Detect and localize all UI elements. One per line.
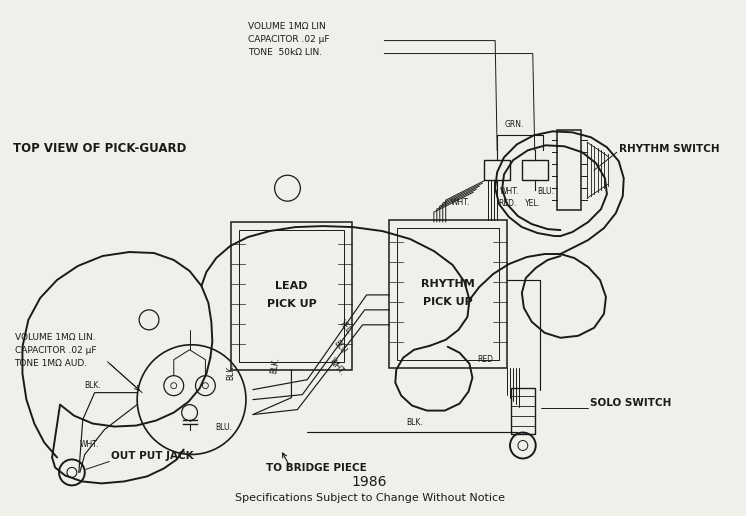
Text: WHT.: WHT. [500, 187, 519, 196]
Text: PICK UP: PICK UP [266, 299, 316, 309]
Text: LEAD: LEAD [275, 281, 307, 291]
Text: BLU.: BLU. [538, 187, 554, 196]
Text: BLU.: BLU. [216, 423, 232, 431]
Bar [239, 230, 344, 362]
Text: WHT.: WHT. [327, 356, 346, 377]
Text: CAPACITOR .02 μF: CAPACITOR .02 μF [248, 35, 330, 43]
Text: VOLUME 1MΩ LIN: VOLUME 1MΩ LIN [248, 22, 326, 30]
Text: TOP VIEW OF PICK-GUARD: TOP VIEW OF PICK-GUARD [13, 142, 186, 155]
Text: 1986: 1986 [352, 475, 387, 489]
Text: RHYTHM SWITCH: RHYTHM SWITCH [618, 144, 719, 154]
Text: RED.: RED. [498, 199, 516, 208]
Text: YEL.: YEL. [337, 319, 354, 337]
Text: OUT PUT JACK: OUT PUT JACK [111, 452, 194, 461]
Bar [484, 160, 510, 180]
Text: BLU.: BLU. [332, 338, 350, 357]
Bar [398, 228, 499, 360]
Bar [557, 131, 581, 210]
Text: BLK.: BLK. [226, 363, 235, 380]
Text: VOLUME 1MΩ LIN.: VOLUME 1MΩ LIN. [14, 333, 95, 342]
Text: Specifications Subject to Change Without Notice: Specifications Subject to Change Without… [234, 493, 504, 503]
Text: TONE  50kΩ LIN.: TONE 50kΩ LIN. [248, 47, 322, 57]
Text: BLK.: BLK. [84, 381, 101, 390]
Text: RHYTHM: RHYTHM [421, 279, 475, 289]
Text: PICK UP: PICK UP [423, 297, 473, 307]
Text: WHT.: WHT. [80, 441, 99, 449]
Text: TO BRIDGE PIECE: TO BRIDGE PIECE [266, 463, 366, 473]
Bar [522, 160, 548, 180]
Text: BLK.: BLK. [406, 417, 423, 427]
Text: GRN.: GRN. [505, 120, 524, 130]
Text: SOLO SWITCH: SOLO SWITCH [590, 398, 671, 408]
Bar [231, 222, 352, 369]
Text: RED: RED [477, 354, 493, 364]
Text: CAPACITOR .02 μF: CAPACITOR .02 μF [14, 346, 96, 354]
Text: WHT.: WHT. [451, 198, 470, 207]
Bar [511, 388, 535, 433]
Text: TONE 1MΩ AUD.: TONE 1MΩ AUD. [14, 359, 88, 368]
Bar [389, 220, 507, 368]
Text: BLK.: BLK. [270, 357, 281, 375]
Text: YEL.: YEL. [525, 199, 541, 208]
